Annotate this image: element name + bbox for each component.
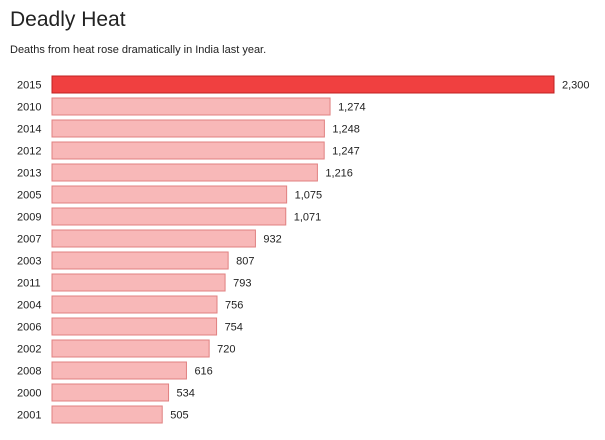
category-label-2015: 2015 (17, 80, 41, 92)
bar-2012 (51, 141, 325, 160)
bar-2007 (51, 229, 256, 248)
chart-title: Deadly Heat (10, 8, 126, 31)
bar-2008 (51, 361, 187, 380)
value-label-2002: 720 (217, 344, 235, 356)
value-label-2007: 932 (263, 234, 281, 246)
category-label-2005: 2005 (17, 190, 41, 202)
value-label-2006: 754 (225, 322, 243, 334)
value-label-2013: 1,216 (325, 168, 353, 180)
category-label-2008: 2008 (17, 366, 41, 378)
category-label-2011: 2011 (17, 278, 41, 290)
bar-2013 (51, 163, 318, 182)
value-label-2005: 1,075 (295, 190, 323, 202)
value-label-2008: 616 (194, 366, 212, 378)
value-label-2014: 1,248 (332, 124, 360, 136)
value-label-2000: 534 (177, 388, 195, 400)
value-label-2009: 1,071 (294, 212, 322, 224)
bar-2015 (51, 75, 555, 94)
value-label-2003: 807 (236, 256, 254, 268)
value-label-2015: 2,300 (562, 80, 590, 92)
chart-subtitle: Deaths from heat rose dramatically in In… (10, 44, 267, 56)
value-label-2012: 1,247 (332, 146, 360, 158)
bar-2005 (51, 185, 288, 204)
category-label-2006: 2006 (17, 322, 41, 334)
category-label-2010: 2010 (17, 102, 41, 114)
category-label-2000: 2000 (17, 388, 41, 400)
bar-2000 (51, 383, 170, 402)
value-label-2004: 756 (225, 300, 243, 312)
category-label-2003: 2003 (17, 256, 41, 268)
value-label-2011: 793 (233, 278, 251, 290)
bar-2006 (51, 317, 218, 336)
category-label-2002: 2002 (17, 344, 41, 356)
category-label-2014: 2014 (17, 124, 41, 136)
bar-2011 (51, 273, 226, 292)
bar-2004 (51, 295, 218, 314)
bar-2001 (51, 405, 163, 424)
bar-2003 (51, 251, 229, 270)
category-label-2012: 2012 (17, 146, 41, 158)
category-label-2004: 2004 (17, 300, 41, 312)
category-label-2007: 2007 (17, 234, 41, 246)
category-label-2001: 2001 (17, 410, 41, 422)
value-label-2010: 1,274 (338, 102, 366, 114)
bar-2009 (51, 207, 287, 226)
category-label-2013: 2013 (17, 168, 41, 180)
category-label-2009: 2009 (17, 212, 41, 224)
value-label-2001: 505 (170, 410, 188, 422)
bar-2002 (51, 339, 210, 358)
bar-2010 (51, 97, 331, 116)
bar-2014 (51, 119, 325, 138)
